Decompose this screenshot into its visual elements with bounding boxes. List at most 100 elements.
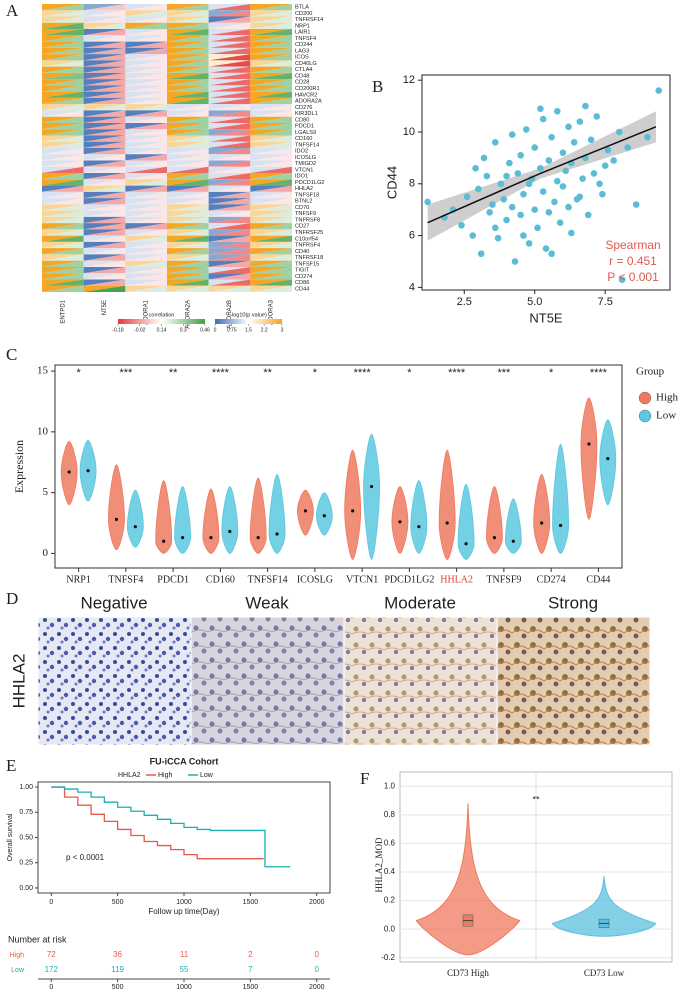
violin <box>249 477 267 554</box>
corr-triangle <box>83 10 126 17</box>
p-triangle <box>42 223 84 230</box>
corr-triangle <box>83 35 126 42</box>
corr-triangle <box>208 22 251 30</box>
y-tick-label: 1.00 <box>19 784 33 791</box>
p-triangle <box>208 191 251 199</box>
point <box>520 190 527 198</box>
p-triangle <box>250 60 292 67</box>
row-label: LAG3 <box>295 48 309 54</box>
corr-triangle <box>42 54 84 61</box>
corr-triangle <box>167 97 209 105</box>
point <box>553 107 561 115</box>
point <box>477 250 485 258</box>
p-triangle <box>250 204 292 211</box>
corr-triangle <box>250 129 292 136</box>
y-tick-label: 0 <box>43 547 49 559</box>
corr-triangle <box>167 241 209 249</box>
p-triangle <box>208 241 251 249</box>
p-triangle <box>167 179 209 186</box>
plot-frame <box>421 74 671 291</box>
corr-triangle <box>83 97 126 105</box>
corr-triangle <box>42 154 84 161</box>
p-triangle <box>250 35 292 42</box>
corr-triangle <box>208 4 251 11</box>
risk-x-tick-label: 2000 <box>309 984 325 991</box>
corr-triangle <box>250 79 292 86</box>
p-triangle <box>167 60 209 67</box>
corr-triangle <box>208 41 251 48</box>
corr-triangle <box>167 266 209 274</box>
p-triangle <box>125 91 167 98</box>
corr-triangle <box>250 60 292 67</box>
x-tick-label: 7.5 <box>598 296 613 308</box>
point <box>593 113 601 120</box>
point <box>534 224 541 232</box>
p-triangle <box>42 135 84 142</box>
median-dot <box>256 536 260 540</box>
corr-triangle <box>167 35 209 42</box>
p-triangle <box>125 248 167 255</box>
point <box>596 180 603 188</box>
violin <box>457 483 475 560</box>
panel-label: D <box>6 589 18 608</box>
corr-triangle <box>42 185 84 192</box>
p-triangle <box>250 241 292 249</box>
legend-tick-label: 0.14 <box>157 327 167 333</box>
median-dot <box>606 456 610 461</box>
corr-triangle <box>125 10 167 17</box>
column-label: ADORA2B <box>227 300 233 329</box>
plot-frame <box>54 364 623 569</box>
p-triangle <box>167 191 209 199</box>
significance: **** <box>354 367 372 379</box>
point <box>475 185 482 193</box>
corr-triangle <box>250 210 292 217</box>
p-triangle <box>250 129 292 136</box>
y-tick-label: 0.8 <box>384 810 396 819</box>
p-triangle <box>208 173 251 180</box>
p-triangle <box>83 22 126 30</box>
corr-triangle <box>42 129 84 136</box>
fit-line <box>427 126 657 224</box>
row-label: C10orf54 <box>295 236 318 242</box>
p-triangle <box>83 104 126 111</box>
point <box>506 159 513 167</box>
point <box>522 126 530 133</box>
corr-triangle <box>250 116 292 123</box>
row-label: CD200R1 <box>295 86 320 92</box>
corr-triangle <box>208 160 251 167</box>
p-triangle <box>250 223 292 230</box>
corr-triangle <box>208 210 251 217</box>
corr-triangle <box>42 16 84 23</box>
corr-triangle <box>208 129 251 136</box>
color-scale <box>118 319 205 324</box>
risk-count: 2 <box>248 950 253 959</box>
y-tick-label: 0.75 <box>19 809 33 816</box>
point <box>632 201 640 208</box>
corr-triangle <box>83 254 126 261</box>
corr-triangle <box>42 97 84 105</box>
corr-triangle <box>167 210 209 217</box>
significance: **** <box>448 367 466 379</box>
row-label: CD86 <box>295 280 309 286</box>
corr-triangle <box>125 85 167 92</box>
p-triangle <box>125 60 167 67</box>
x-tick-label: TNFSF4 <box>108 574 143 585</box>
corr-triangle <box>42 91 84 98</box>
row-label: LGALS9 <box>295 130 316 136</box>
corr-triangle <box>83 179 126 186</box>
corr-triangle <box>167 148 209 155</box>
p-triangle <box>250 135 292 142</box>
p-triangle <box>42 35 84 42</box>
x-tick-label: 0 <box>49 899 53 906</box>
point <box>553 177 561 185</box>
p-triangle <box>250 216 292 224</box>
legend-tick-label: 3 <box>281 327 284 333</box>
row-label: PDCD1LG2 <box>295 180 325 186</box>
p-triangle <box>125 85 167 92</box>
corr-triangle <box>83 248 126 255</box>
corr-triangle <box>42 60 84 67</box>
p-triangle <box>167 135 209 142</box>
p-triangle <box>125 160 167 167</box>
point <box>584 211 592 219</box>
